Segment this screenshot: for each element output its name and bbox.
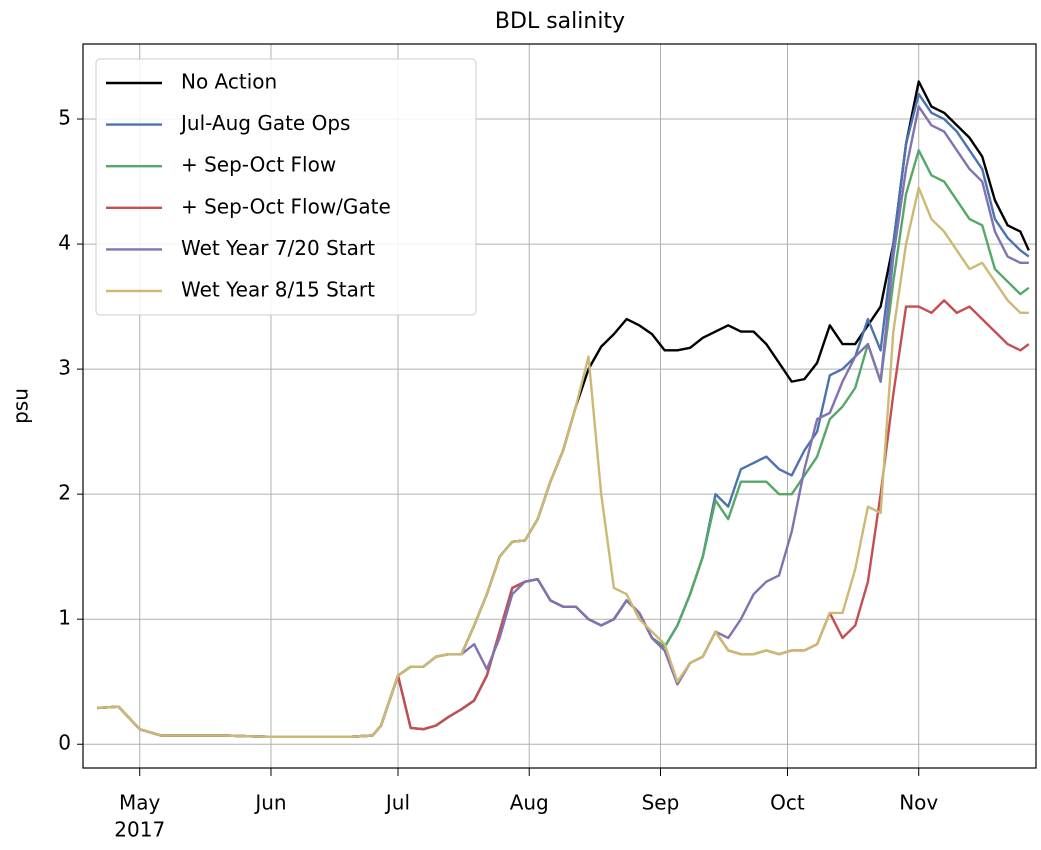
y-tick-label: 2 xyxy=(58,481,71,505)
x-tick-label: May xyxy=(119,791,161,815)
x-tick-label: Nov xyxy=(899,791,938,815)
x-tick-label: Oct xyxy=(770,791,805,815)
series-line xyxy=(97,186,1029,738)
legend-label: + Sep-Oct Flow/Gate xyxy=(181,194,391,218)
legend-label: Wet Year 7/20 Start xyxy=(181,236,375,260)
y-axis-label: psu xyxy=(9,388,33,424)
y-tick-label: 4 xyxy=(58,231,71,255)
lines xyxy=(97,80,1030,738)
y-tick-label: 5 xyxy=(58,106,71,130)
legend-label: No Action xyxy=(181,70,277,94)
series-line xyxy=(97,299,1030,738)
x-year-label: 2017 xyxy=(114,818,165,842)
x-tick-label: Aug xyxy=(510,791,549,815)
legend-box xyxy=(95,58,477,316)
legend-label: Jul-Aug Gate Ops xyxy=(179,111,350,135)
x-tick-label: Jul xyxy=(384,791,410,815)
y-tick-label: 0 xyxy=(58,731,71,755)
legend-label: Wet Year 8/15 Start xyxy=(181,278,375,302)
y-tick-label: 1 xyxy=(58,606,71,630)
legend-label: + Sep-Oct Flow xyxy=(181,153,336,177)
y-tick-label: 3 xyxy=(58,356,71,380)
x-tick-label: Jun xyxy=(253,791,286,815)
legend: No Action Jul-Aug Gate Ops + Sep-Oct Flow +… xyxy=(95,58,477,316)
x-tick-label: Sep xyxy=(642,791,680,815)
axes: 0 1 2 3 4 5 May 2017 Jun Jul Aug Sep Oct Nov xyxy=(58,106,938,842)
plot-frame xyxy=(82,43,1037,769)
chart-title: BDL salinity xyxy=(495,9,625,34)
